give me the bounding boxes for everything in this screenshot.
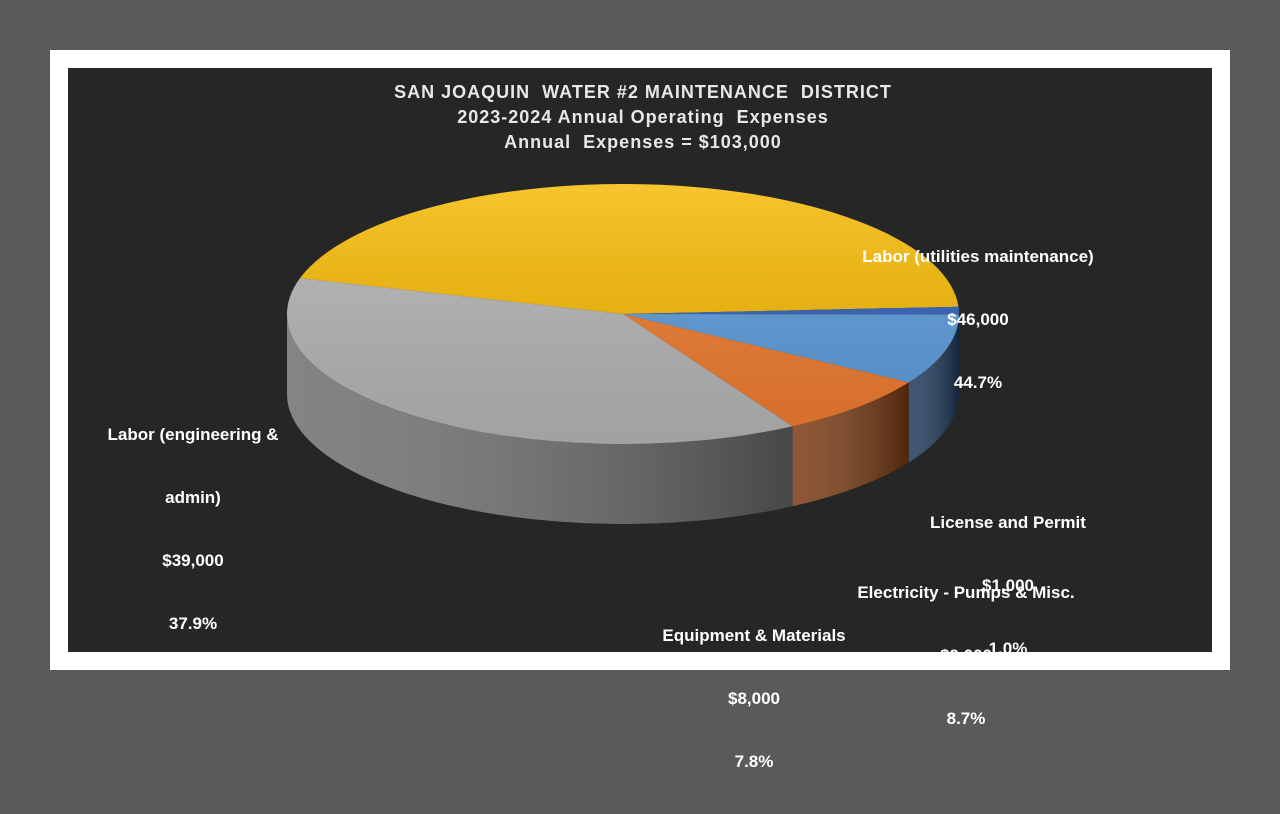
label-name: License and Permit bbox=[908, 512, 1108, 533]
label-value: $39,000 bbox=[88, 550, 298, 571]
chart-panel: SAN JOAQUIN WATER #2 MAINTENANCE DISTRIC… bbox=[68, 68, 1212, 652]
label-name: Labor (utilities maintenance) bbox=[848, 246, 1108, 267]
label-value: $9,000 bbox=[836, 645, 1096, 666]
label-electricity: Electricity - Pumps & Misc. $9,000 8.7% bbox=[836, 540, 1096, 771]
chart-frame: SAN JOAQUIN WATER #2 MAINTENANCE DISTRIC… bbox=[50, 50, 1230, 670]
label-percent: 7.8% bbox=[634, 751, 874, 772]
label-name: Labor (engineering & bbox=[88, 424, 298, 445]
label-percent: 8.7% bbox=[836, 708, 1096, 729]
label-name-cont: admin) bbox=[88, 487, 298, 508]
label-equipment: Equipment & Materials $8,000 7.8% bbox=[634, 583, 874, 814]
label-labor-utilities: Labor (utilities maintenance) $46,000 44… bbox=[848, 204, 1108, 435]
label-labor-engineering: Labor (engineering & admin) $39,000 37.9… bbox=[88, 382, 298, 676]
label-name: Electricity - Pumps & Misc. bbox=[836, 582, 1096, 603]
label-value: $8,000 bbox=[634, 688, 874, 709]
label-value: $46,000 bbox=[848, 309, 1108, 330]
label-percent: 37.9% bbox=[88, 613, 298, 634]
label-percent: 44.7% bbox=[848, 372, 1108, 393]
label-name: Equipment & Materials bbox=[634, 625, 874, 646]
